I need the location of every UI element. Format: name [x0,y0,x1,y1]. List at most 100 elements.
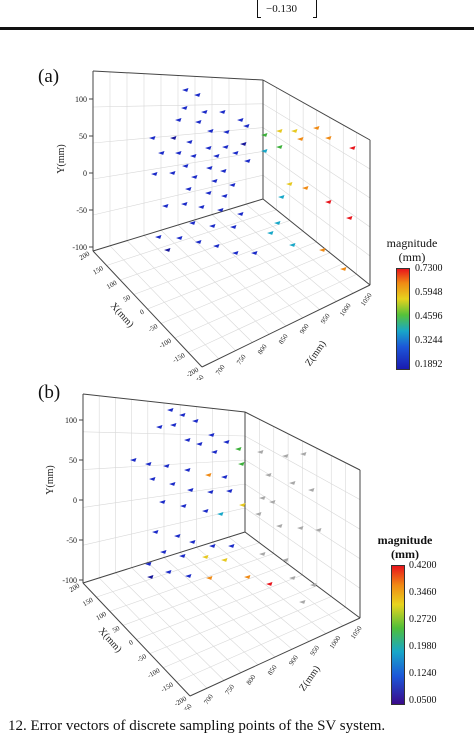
panel-b-box-edge [82,531,246,584]
panel-a-error-vector-marker [195,240,202,244]
panel-a-error-vector-marker [261,133,268,137]
panel-b-grid-line [109,553,274,612]
panel-b-error-vector-marker [217,512,224,516]
panel-b-colorbar-tick: 0.2720 [409,614,437,625]
panel-a-error-vector-marker [220,169,227,173]
figure-caption: 12. Error vectors of discrete sampling p… [8,718,386,734]
panel-b-colorbar-tick: 0.3460 [409,587,437,598]
panel-b-error-vector-marker [185,574,192,578]
panel-a-error-vector-marker [267,231,274,235]
panel-b-colorbar-tick: 0.4200 [409,560,437,571]
panel-b-x-tick-label: 150 [81,596,95,608]
panel-a-error-vector-marker [243,124,250,128]
panel-b-error-vector-marker [145,562,152,566]
panel-b-colorbar-title-line1: magnitude [377,533,433,547]
panel-b-colorbar-tick: 0.1240 [409,668,437,679]
panel-a-error-vector-marker [219,110,226,114]
panel-b-error-vector-marker [259,552,266,556]
panel-b-grid-line [244,435,361,500]
panel-a-z-tick-label: 850 [277,332,290,346]
panel-a-x-tick-label: 50 [122,293,132,304]
panel-a-z-tick-label: 650 [193,373,206,380]
panel-b-grid-line [163,596,332,669]
panel-a-z-tick-label: 700 [214,363,227,377]
panel-a-grid-line [120,220,290,281]
panel-a-error-vector-marker [209,224,216,228]
panel-a-error-vector-marker [286,182,293,186]
panel-b-z-tick-label: 900 [287,653,300,667]
panel-a-error-vector-marker [222,145,229,149]
panel-a-plot: 100500-50-100Y(mm)200150100500-50-100-15… [56,70,374,380]
panel-a-error-vector-marker [205,146,212,150]
panel-a-grid-line [262,103,371,170]
panel-b-z-tick-label: 750 [224,683,237,697]
panel-a-colorbar-tick: 0.7300 [415,263,443,274]
panel-b-z-axis-label: Z(mm) [297,664,322,694]
panel-a-error-vector-marker [189,221,196,225]
panel-a-error-vector-marker [346,216,353,220]
panel-b-error-vector-marker [206,576,213,580]
panel-b-error-vector-marker [163,464,170,468]
panel-a-error-vector-marker [217,208,224,212]
panel-b-error-vector-marker [238,462,245,466]
panel-a-z-tick-label: 950 [319,312,332,326]
panel-a-box-edge [262,198,371,286]
panel-a-error-vector-marker [164,248,171,252]
panel-b-grid-line [82,459,246,470]
panel-b-error-vector-marker [167,408,174,412]
panel-b-z-tick-label: 950 [309,644,322,658]
panel-a-x-tick-label: -150 [171,351,187,365]
panel-b-x-tick-label: 100 [95,610,109,622]
panel-a-y-tick-label: 100 [75,95,87,104]
panel-b-grid-line [96,542,260,598]
panel-b-error-vector-marker [228,544,235,548]
panel-b-error-vector-marker [289,481,296,485]
panel-b-colorbar-tick: 0.0500 [409,695,437,706]
panel-a-error-vector-marker [149,136,156,140]
panel-b-y-tick-label: 100 [65,416,77,425]
panel-b-colorbar-title-line2: (mm) [391,547,419,561]
panel-b-z-tick-label: 850 [266,663,279,677]
panel-b-error-vector-marker [147,575,154,579]
panel-a-box-edge [92,198,264,252]
panel-b-error-vector-marker [244,575,251,579]
panel-a-box-edge [92,250,203,368]
panel-a-colorbar-title-line1: magnitude [386,236,438,250]
panel-a-error-vector-marker [175,118,182,122]
panel-a-x-tick-label: 100 [105,279,119,291]
matrix-bracket-left [257,0,261,18]
panel-b-z-tick-label: 650 [181,702,194,710]
panel-a-error-vector-marker [181,202,188,206]
panel-a-error-vector-marker [221,194,228,198]
panel-b-error-vector-marker [282,454,289,458]
panel-a-error-vector-marker [205,191,212,195]
panel-a-error-vector-marker [237,118,244,122]
panel-a-grid-line [92,151,264,180]
panel-b-y-tick-label: -100 [62,576,77,585]
panel-a-grid-line [106,209,277,266]
panel-b-error-vector-marker [209,544,216,548]
panel-a-error-vector-marker [186,140,193,144]
panel-a-z-axis-label: Z(mm) [303,339,328,369]
panel-b-grid-line [136,574,303,640]
panel-b-error-vector-marker [145,462,152,466]
panel-b-box-edge [244,531,361,619]
panel-a-error-vector-marker [206,166,213,170]
panel-a-y-tick-label: -100 [72,243,87,252]
panel-b-error-vector-marker [189,540,196,544]
panel-a-z-tick-label: 1050 [359,291,374,307]
panel-a-grid-line [262,174,371,257]
panel-a-y-tick-label: -50 [76,206,87,215]
panel-b-plot: 100500-50-100Y(mm)200150100500-50-100-15… [45,393,364,710]
panel-a-box-edge [201,284,371,368]
panel-a-error-vector-marker [151,172,158,176]
panel-a-grid-line [188,273,357,353]
panel-b-z-tick-label: 800 [245,673,258,687]
panel-a-y-tick-label: 50 [79,132,87,141]
panel-b-label: (b) [38,382,61,403]
panel-a-error-vector-marker [230,225,237,229]
panel-a-error-vector-marker [302,186,309,190]
panel-b-grid-line [244,459,361,530]
panel-a-error-vector-marker [170,136,177,140]
panel-a-colorbar-tick: 0.5948 [415,287,443,298]
